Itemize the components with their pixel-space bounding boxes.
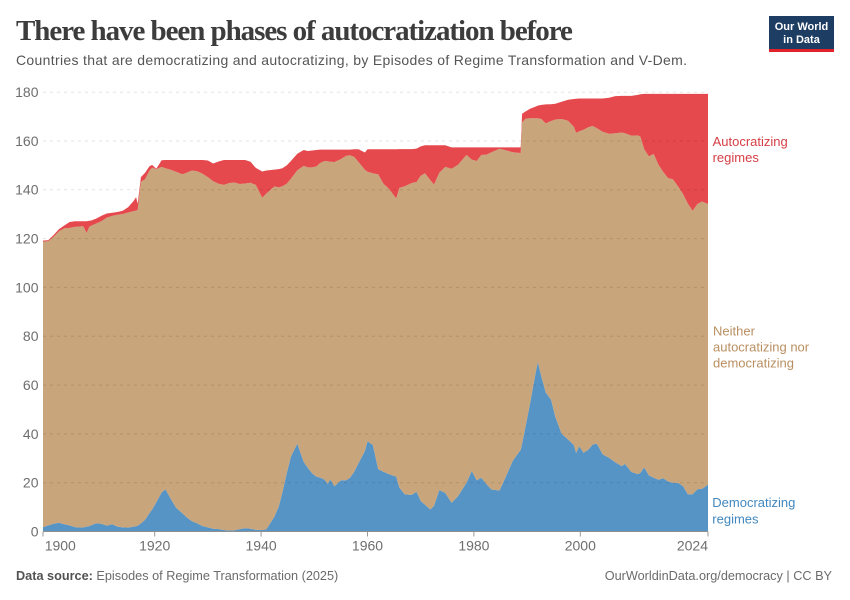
svg-text:2000: 2000 [565, 538, 596, 554]
svg-text:80: 80 [23, 328, 39, 344]
svg-text:2024: 2024 [677, 538, 708, 554]
svg-text:autocratizing nor: autocratizing nor [713, 340, 810, 355]
svg-text:60: 60 [23, 377, 39, 393]
svg-text:democratizing: democratizing [713, 355, 794, 370]
svg-text:0: 0 [31, 523, 39, 539]
svg-text:140: 140 [15, 182, 39, 198]
svg-text:1960: 1960 [352, 538, 383, 554]
svg-text:40: 40 [23, 426, 39, 442]
svg-text:120: 120 [15, 231, 39, 247]
svg-text:180: 180 [15, 84, 39, 100]
svg-text:Autocratizing: Autocratizing [713, 134, 788, 149]
svg-text:100: 100 [15, 279, 39, 295]
svg-text:1900: 1900 [45, 538, 76, 554]
svg-text:1920: 1920 [139, 538, 170, 554]
svg-text:regimes: regimes [712, 511, 759, 526]
svg-text:Democratizing: Democratizing [712, 495, 795, 510]
svg-text:Neither: Neither [713, 324, 756, 339]
svg-text:1940: 1940 [246, 538, 277, 554]
svg-text:1980: 1980 [458, 538, 489, 554]
svg-text:20: 20 [23, 475, 39, 491]
svg-text:160: 160 [15, 133, 39, 149]
svg-text:regimes: regimes [713, 150, 760, 165]
